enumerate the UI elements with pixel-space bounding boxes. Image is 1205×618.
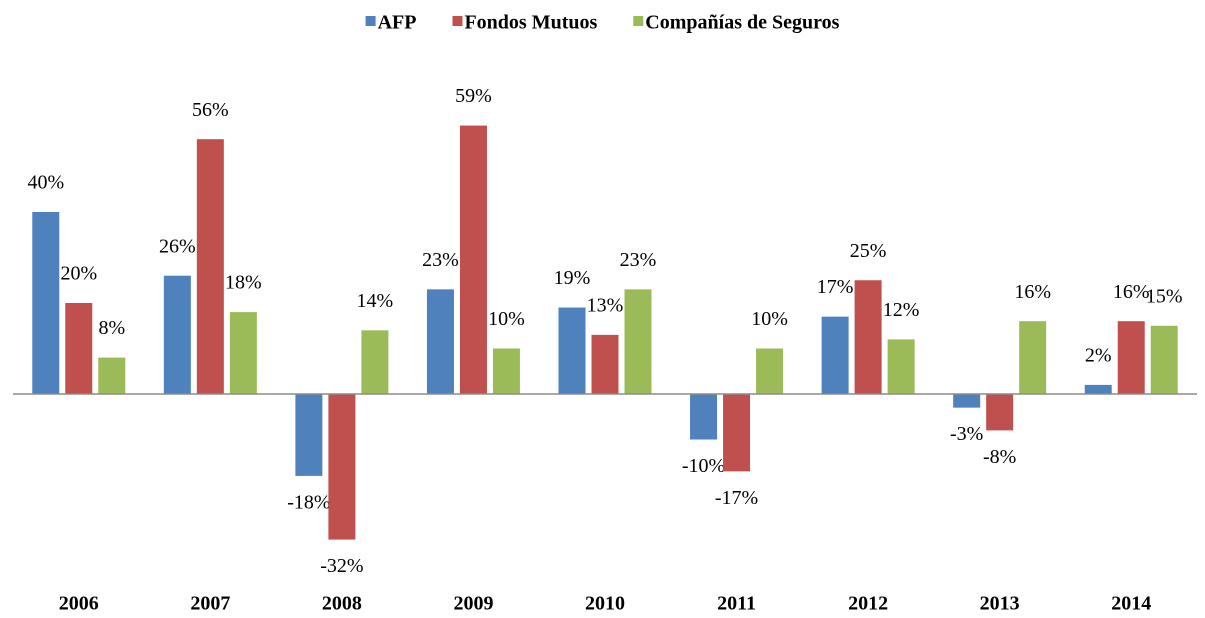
data-label: 40%	[27, 172, 64, 194]
data-label: 26%	[159, 235, 196, 257]
bar	[98, 357, 126, 394]
bar	[756, 348, 784, 394]
bar	[1117, 321, 1145, 394]
bar	[1150, 325, 1178, 394]
legend-label: Compañías de Seguros	[645, 12, 839, 34]
bar	[229, 312, 257, 394]
data-label: 25%	[850, 240, 887, 262]
legend-swatch	[633, 16, 644, 26]
data-label: -8%	[983, 446, 1016, 468]
data-label: 16%	[1014, 281, 1051, 303]
bar	[65, 303, 93, 394]
data-label: 10%	[488, 308, 525, 330]
data-label: 23%	[620, 249, 657, 271]
x-tick-label: 2006	[59, 593, 99, 615]
bar	[1019, 321, 1047, 394]
data-label: 18%	[225, 272, 262, 294]
data-label: 23%	[422, 249, 459, 271]
data-label: -18%	[287, 491, 330, 513]
x-tick-label: 2008	[322, 593, 362, 615]
bar	[32, 212, 60, 394]
data-label: 20%	[60, 263, 97, 285]
legend-swatch	[365, 16, 376, 26]
bar	[624, 289, 652, 394]
data-label: -10%	[682, 455, 725, 477]
x-tick-label: 2014	[1111, 593, 1151, 615]
data-label: 19%	[554, 267, 591, 289]
x-tick-label: 2010	[585, 593, 625, 615]
legend-label: AFP	[378, 12, 417, 34]
bar	[887, 339, 915, 394]
data-label: 10%	[751, 308, 788, 330]
bar	[558, 307, 586, 394]
x-tick-label: 2011	[717, 593, 756, 615]
data-label: 8%	[98, 317, 125, 339]
data-label: -32%	[320, 555, 363, 577]
data-label: 13%	[587, 294, 624, 316]
bar	[723, 394, 751, 472]
bar	[1084, 384, 1112, 394]
data-label: 17%	[817, 276, 854, 298]
x-tick-label: 2013	[980, 593, 1020, 615]
bar	[492, 348, 520, 394]
data-label: 59%	[455, 85, 492, 107]
data-label: 2%	[1085, 344, 1112, 366]
bar	[953, 394, 981, 408]
x-tick-label: 2009	[453, 593, 493, 615]
data-label: -3%	[950, 423, 983, 445]
x-tick-label: 2012	[848, 593, 888, 615]
bar	[196, 139, 224, 394]
bar	[821, 316, 849, 394]
data-label: 12%	[883, 299, 920, 321]
bar	[426, 289, 454, 394]
data-label: -17%	[715, 487, 758, 509]
legend-swatch	[452, 16, 463, 26]
bar	[591, 334, 619, 394]
bar	[854, 280, 882, 394]
data-label: 15%	[1146, 285, 1183, 307]
bar	[986, 394, 1014, 431]
legend-label: Fondos Mutuos	[464, 12, 597, 34]
bar	[361, 330, 389, 394]
bar	[328, 394, 356, 540]
data-label: 16%	[1113, 281, 1150, 303]
bar	[163, 275, 191, 394]
bar	[459, 125, 487, 395]
data-label: 14%	[357, 290, 394, 312]
x-tick-label: 2007	[190, 593, 230, 615]
bar	[690, 394, 718, 440]
data-label: 56%	[192, 99, 229, 121]
bar	[295, 394, 323, 476]
